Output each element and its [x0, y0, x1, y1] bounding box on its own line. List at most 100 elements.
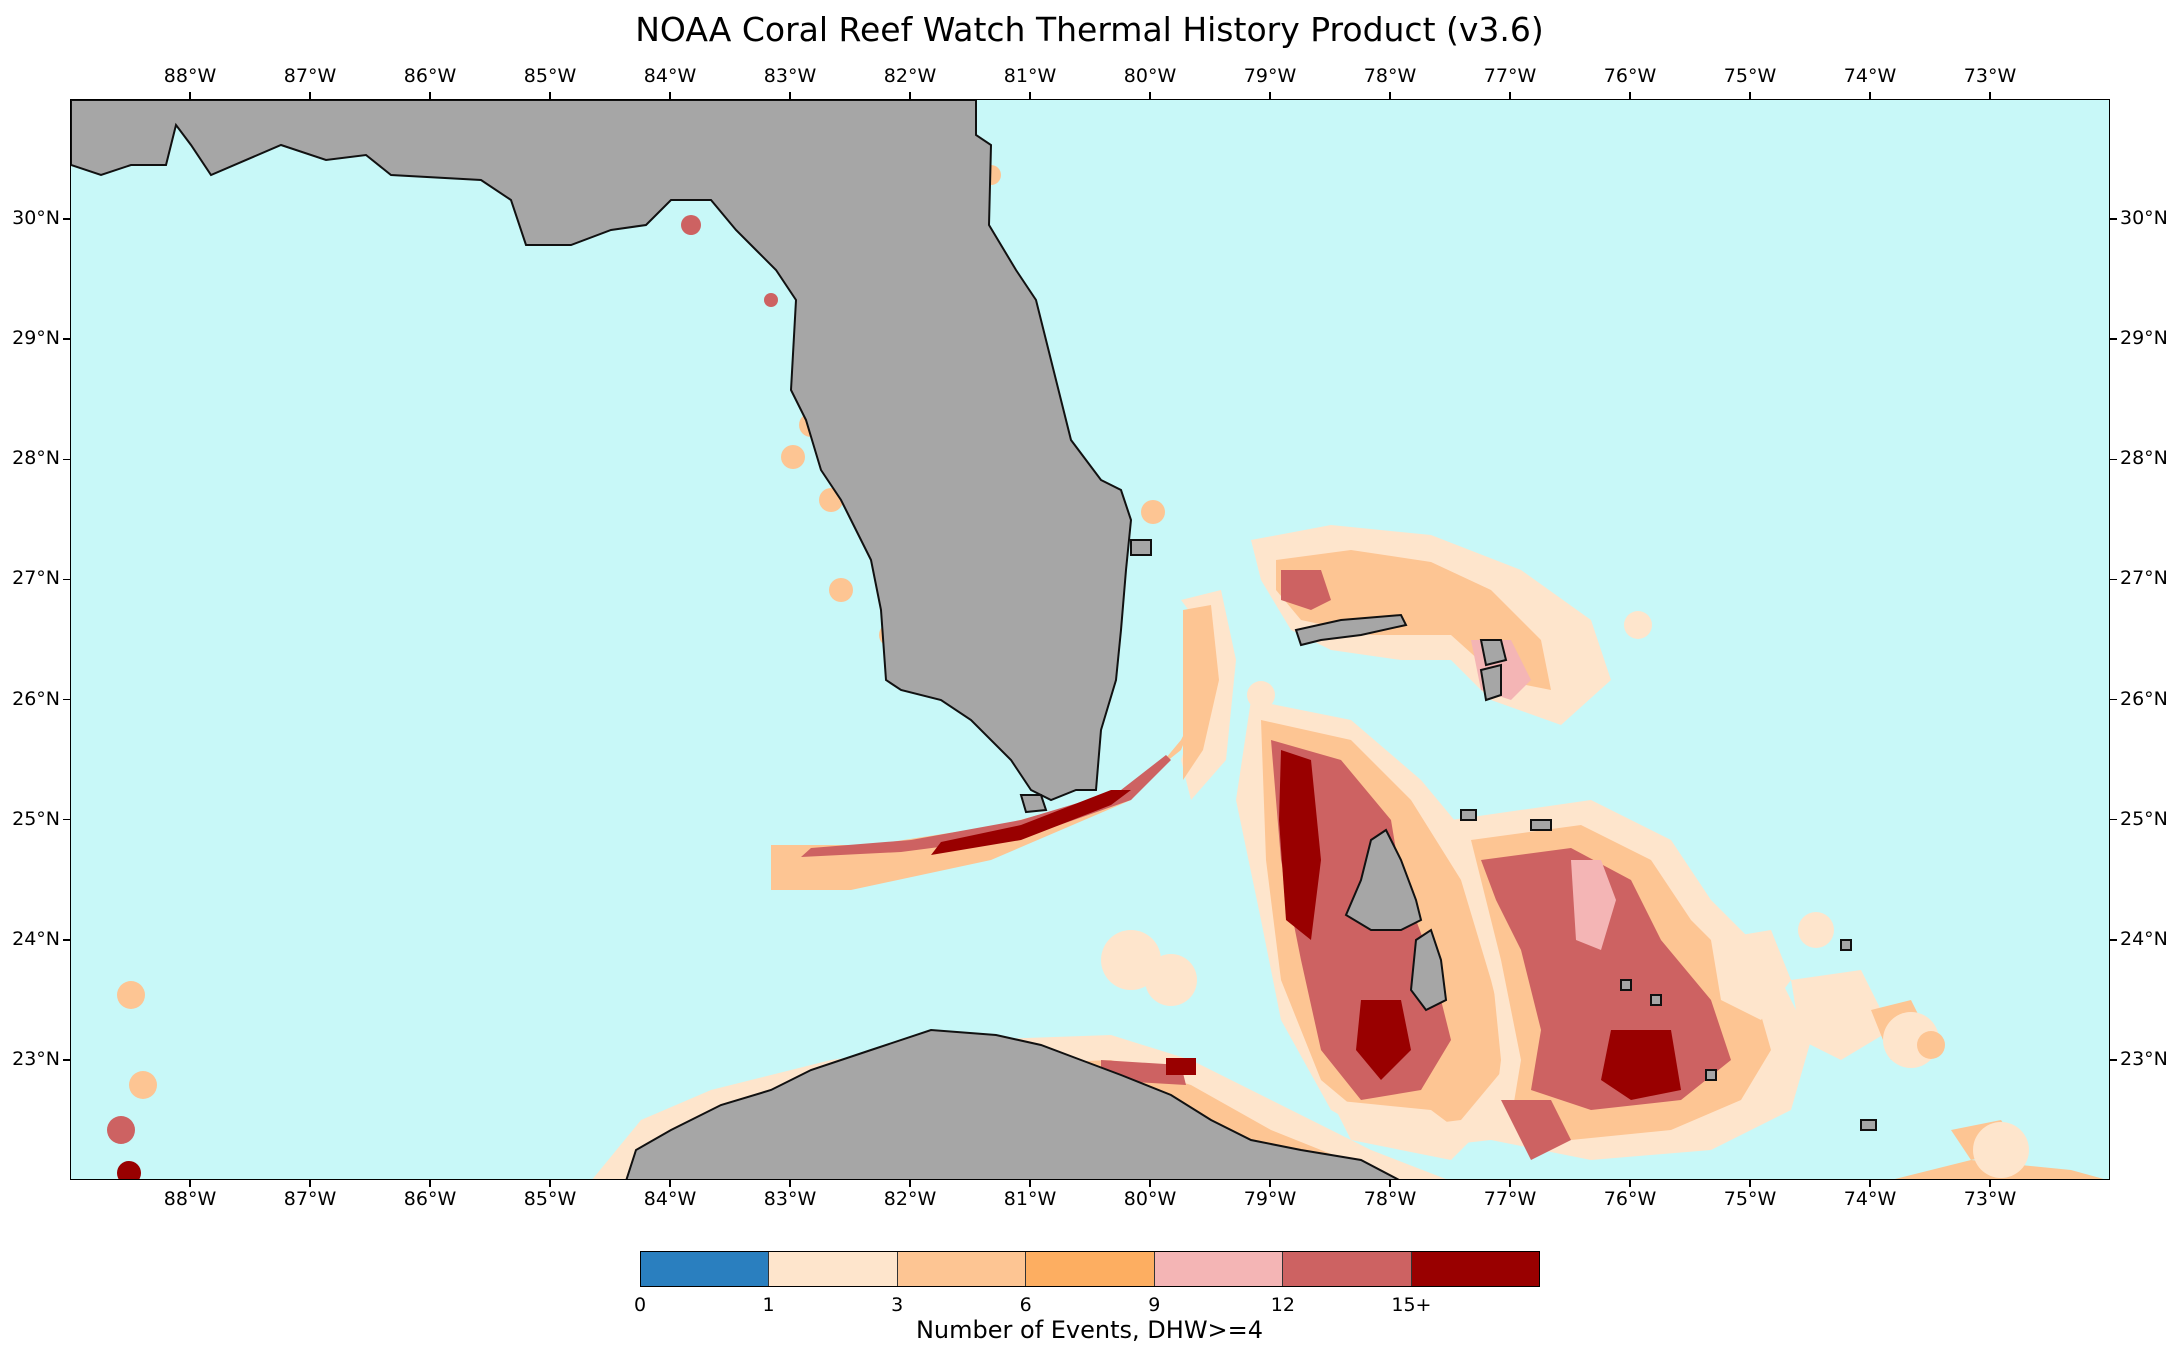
lon-tick-mark [1869, 1180, 1871, 1187]
lon-tick-label-top: 73°W [1963, 65, 2017, 87]
lat-tick-label-left: 23°N [12, 1047, 60, 1070]
lon-tick-mark [1149, 1180, 1151, 1187]
colorbar-segment [897, 1252, 1027, 1286]
lon-tick-mark [1749, 1180, 1751, 1187]
lat-tick-mark [63, 939, 70, 941]
lon-tick-label-top: 84°W [643, 65, 697, 87]
map-panel[interactable] [70, 99, 2110, 1180]
lat-tick-mark [63, 218, 70, 220]
lon-tick-mark [429, 1180, 431, 1187]
colorbar-segment [641, 1252, 770, 1286]
lon-tick-mark [669, 92, 671, 99]
lon-tick-label-bottom: 81°W [1003, 1188, 1057, 1210]
lat-tick-mark [63, 1059, 70, 1061]
lon-tick-mark [669, 1180, 671, 1187]
lon-tick-mark [789, 92, 791, 99]
lon-tick-mark [1629, 1180, 1631, 1187]
lat-tick-mark [2110, 939, 2117, 941]
lat-tick-mark [63, 818, 70, 821]
map-title: NOAA Coral Reef Watch Thermal History Pr… [635, 10, 1544, 49]
lon-tick-label-top: 86°W [403, 65, 457, 87]
lon-tick-label-top: 77°W [1483, 65, 1537, 87]
lat-tick-label-right: 26°N [2120, 687, 2168, 710]
lat-tick-label-right: 30°N [2120, 207, 2168, 230]
lon-tick-mark [1269, 92, 1271, 99]
lon-tick-label-top: 75°W [1723, 65, 1777, 87]
colorbar-tick-label: 3 [891, 1294, 904, 1316]
lon-tick-label-bottom: 79°W [1243, 1188, 1297, 1210]
lat-tick-label-right: 24°N [2120, 927, 2168, 950]
lat-tick-mark [2110, 458, 2117, 461]
colorbar-segment [1154, 1252, 1284, 1286]
lon-tick-mark [1509, 92, 1511, 99]
lon-tick-mark [549, 1180, 551, 1187]
thermal-stress-florida [771, 590, 1236, 890]
lat-tick-mark [63, 578, 70, 581]
lon-tick-label-top: 76°W [1603, 65, 1657, 87]
lon-tick-mark [1389, 1180, 1391, 1187]
lon-tick-mark [1269, 1180, 1271, 1187]
lon-tick-mark [1989, 92, 1991, 99]
lon-tick-mark [1989, 1180, 1991, 1187]
lat-tick-label-right: 25°N [2120, 807, 2168, 830]
colorbar-tick-label: 1 [762, 1294, 775, 1316]
lon-tick-label-bottom: 87°W [283, 1188, 337, 1210]
lat-tick-mark [2110, 218, 2117, 220]
lat-tick-label-left: 28°N [12, 447, 60, 470]
lat-tick-mark [2110, 698, 2117, 701]
map-canvas[interactable] [71, 100, 2110, 1180]
lon-tick-mark [1149, 92, 1151, 99]
lon-tick-label-bottom: 82°W [883, 1188, 937, 1210]
lat-tick-mark [63, 458, 70, 461]
lon-tick-mark [189, 1180, 191, 1187]
lat-tick-label-left: 30°N [12, 207, 60, 230]
colorbar-segment [769, 1252, 898, 1286]
colorbar [640, 1251, 1540, 1287]
lat-tick-label-right: 23°N [2120, 1047, 2168, 1070]
lon-tick-label-top: 87°W [283, 65, 337, 87]
colorbar-segment [1283, 1252, 1412, 1286]
lon-tick-mark [1029, 1180, 1031, 1187]
lon-tick-mark [1629, 92, 1631, 99]
colorbar-tick-label: 15+ [1391, 1294, 1432, 1316]
lon-tick-label-bottom: 75°W [1723, 1188, 1777, 1210]
colorbar-tick-label: 9 [1148, 1294, 1161, 1316]
lon-tick-label-top: 82°W [883, 65, 937, 87]
lon-tick-label-top: 85°W [523, 65, 577, 87]
lat-tick-mark [2110, 1059, 2117, 1061]
thermal-stress-scatter [107, 165, 2029, 1179]
lon-tick-mark [909, 1180, 911, 1187]
lat-tick-label-left: 29°N [12, 327, 60, 350]
lon-tick-mark [1749, 92, 1751, 99]
lon-tick-label-top: 88°W [163, 65, 217, 87]
lon-tick-mark [789, 1180, 791, 1187]
lon-tick-mark [549, 92, 551, 99]
lon-tick-label-bottom: 84°W [643, 1188, 697, 1210]
colorbar-tick-label: 0 [633, 1294, 647, 1316]
lon-tick-mark [1509, 1180, 1511, 1187]
lat-tick-label-left: 26°N [12, 687, 60, 710]
lon-tick-mark [309, 92, 311, 99]
lat-tick-label-left: 24°N [12, 927, 60, 950]
lon-tick-mark [1869, 92, 1871, 99]
lat-tick-mark [63, 698, 70, 701]
lon-tick-label-bottom: 74°W [1843, 1188, 1897, 1210]
cuba-land [625, 1028, 1400, 1179]
lon-tick-label-top: 74°W [1843, 65, 1897, 87]
lat-tick-label-right: 27°N [2120, 567, 2168, 590]
keys-land [1019, 539, 1152, 814]
lon-tick-mark [189, 92, 191, 99]
lat-tick-label-left: 25°N [12, 807, 60, 830]
lon-tick-label-top: 80°W [1123, 65, 1177, 87]
lat-tick-mark [63, 338, 70, 340]
lon-tick-label-top: 83°W [763, 65, 817, 87]
colorbar-segment [1026, 1252, 1155, 1286]
lon-tick-label-top: 81°W [1003, 65, 1057, 87]
lon-tick-label-bottom: 78°W [1363, 1188, 1417, 1210]
lat-tick-label-left: 27°N [12, 567, 60, 590]
lon-tick-label-bottom: 88°W [163, 1188, 217, 1210]
bahamas-land [1294, 613, 1877, 1131]
lat-tick-mark [2110, 578, 2117, 581]
lon-tick-label-bottom: 73°W [1963, 1188, 2017, 1210]
colorbar-segment [1411, 1252, 1539, 1286]
